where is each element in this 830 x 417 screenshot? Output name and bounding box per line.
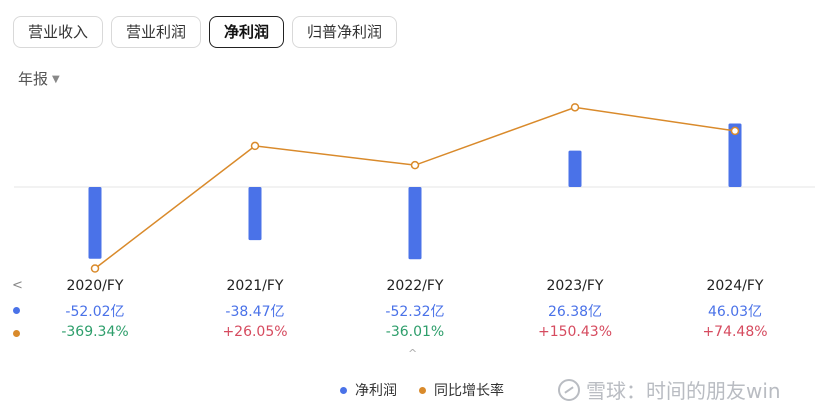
legend-dot-net-profit — [340, 386, 347, 394]
watermark: 雪球：时间的朋友win — [558, 375, 781, 404]
snowball-logo-icon — [558, 378, 580, 401]
yoy-growth-value: +74.48% — [702, 324, 768, 340]
net-profit-bar[interactable] — [408, 187, 422, 260]
legend-label-yoy: 同比增长率 — [434, 383, 504, 399]
data-rows: < 2020/FY 2021/FY 2022/FY 2023/FY 2024/FY -5… — [0, 278, 830, 347]
bar-series-dot — [13, 307, 20, 314]
tab-operating-profit[interactable]: 营业利润 — [111, 16, 202, 48]
yoy-growth-point[interactable] — [570, 103, 580, 112]
legend-item-yoy[interactable]: 同比增长率 — [419, 380, 504, 400]
category-label: 2023/FY — [546, 278, 604, 294]
rate-row: -369.34% +26.05% -36.01% +150.43% +74.48% — [0, 324, 830, 347]
legend-item-net-profit[interactable]: 净利润 — [340, 380, 397, 400]
yoy-growth-value: +150.43% — [537, 324, 613, 340]
yoy-growth-point[interactable] — [410, 160, 420, 170]
yoy-growth-point[interactable] — [90, 264, 100, 273]
yoy-growth-point[interactable] — [250, 141, 260, 151]
period-selector[interactable]: 年报 ▼ — [18, 68, 60, 89]
net-profit-value: -52.32亿 — [385, 304, 445, 320]
chevron-up-icon[interactable]: ^ — [408, 347, 418, 360]
chevron-left-icon[interactable]: < — [12, 278, 23, 293]
yoy-growth-point[interactable] — [730, 126, 740, 136]
yoy-growth-value: -369.34% — [61, 324, 129, 340]
category-label: 2024/FY — [706, 278, 764, 294]
net-profit-value: -38.47亿 — [225, 304, 285, 320]
net-profit-bar[interactable] — [568, 150, 582, 187]
tab-revenue[interactable]: 营业收入 — [13, 16, 104, 48]
tab-net-profit[interactable]: 净利润 — [209, 16, 285, 48]
net-profit-bar[interactable] — [248, 187, 262, 241]
category-label: 2022/FY — [386, 278, 444, 294]
legend: 净利润 同比增长率 — [340, 380, 504, 400]
net-profit-chart — [14, 103, 815, 273]
tab-attributable-net-profit[interactable]: 归普净利润 — [292, 16, 398, 48]
net-profit-bar[interactable] — [728, 123, 742, 187]
category-label: 2021/FY — [226, 278, 284, 294]
legend-label-net-profit: 净利润 — [355, 383, 397, 399]
caret-down-icon: ▼ — [52, 74, 60, 85]
tab-bar: 营业收入 营业利润 净利润 归普净利润 — [13, 16, 398, 48]
category-row: < 2020/FY 2021/FY 2022/FY 2023/FY 2024/FY — [0, 278, 830, 301]
yoy-growth-value: -36.01% — [385, 324, 445, 340]
net-profit-bar[interactable] — [88, 187, 102, 259]
net-profit-value: -52.02亿 — [65, 304, 125, 320]
line-series-dot — [13, 330, 20, 337]
watermark-text: 雪球：时间的朋友win — [586, 379, 781, 403]
yoy-growth-value: +26.05% — [222, 324, 288, 340]
period-label: 年报 — [18, 70, 49, 88]
legend-dot-yoy — [419, 386, 426, 394]
net-profit-value: 26.38亿 — [547, 304, 603, 320]
category-label: 2020/FY — [66, 278, 124, 294]
net-profit-value: 46.03亿 — [707, 304, 763, 320]
value-row: -52.02亿 -38.47亿 -52.32亿 26.38亿 46.03亿 — [0, 301, 830, 324]
